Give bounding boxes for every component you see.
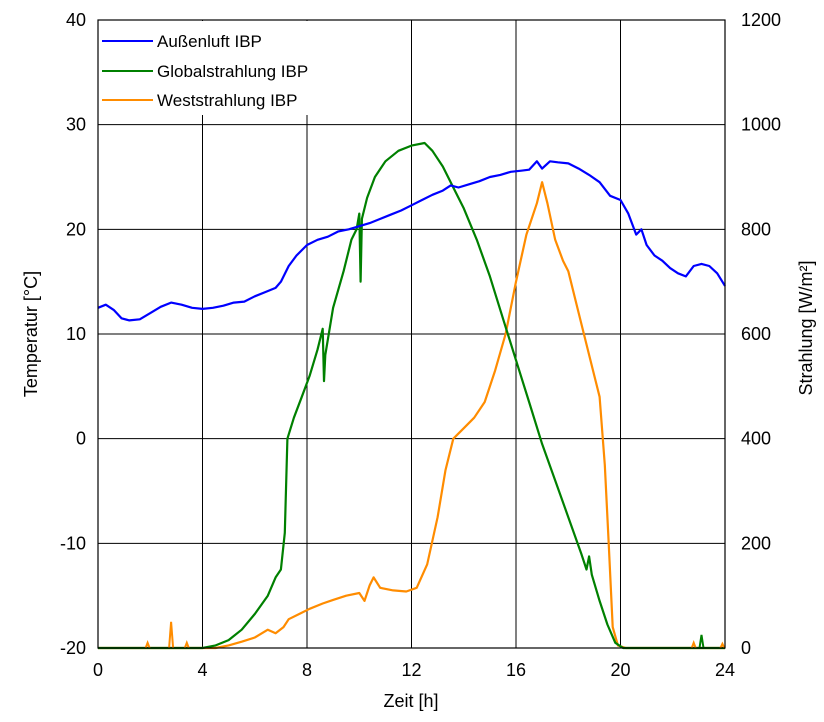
y-left-tick-label: 30	[66, 115, 86, 135]
y-left-tick-label: -10	[60, 533, 86, 553]
y-axis-left-title: Temperatur [°C]	[21, 271, 41, 397]
plot-frame	[97, 19, 726, 649]
y-left-tick-label: 20	[66, 219, 86, 239]
tick-labels: 0 4 8 12 16 20 24-20-1001020304002004006008001…	[60, 10, 781, 680]
x-tick-label: 0	[93, 660, 103, 680]
y-right-tick-label: 0	[741, 638, 751, 658]
x-tick-label: 16	[506, 660, 526, 680]
x-tick-label: 8	[302, 660, 312, 680]
grid-lines	[98, 20, 725, 648]
y-left-tick-label: 40	[66, 10, 86, 30]
y-right-tick-label: 400	[741, 429, 771, 449]
legend-label-globalstrahlung: Globalstrahlung IBP	[157, 62, 308, 81]
x-tick-label: 24	[715, 660, 735, 680]
y-axis-right-title: Strahlung [W/m²]	[796, 260, 816, 395]
series-line-2	[98, 181, 725, 650]
series-spike	[144, 640, 151, 649]
x-tick-label: 20	[610, 660, 630, 680]
series-spike	[719, 641, 726, 649]
series-line-0	[97, 160, 726, 322]
y-right-tick-label: 1000	[741, 115, 781, 135]
y-left-tick-label: 0	[76, 429, 86, 449]
y-left-tick-label: -20	[60, 638, 86, 658]
y-left-tick-label: 10	[66, 324, 86, 344]
series-spike	[183, 640, 190, 649]
y-right-tick-label: 1200	[741, 10, 781, 30]
y-right-tick-label: 200	[741, 533, 771, 553]
series-layer	[97, 141, 726, 650]
x-tick-label: 12	[401, 660, 421, 680]
y-right-tick-label: 800	[741, 219, 771, 239]
series-spike	[690, 640, 697, 649]
legend-label-weststrahlung: Weststrahlung IBP	[157, 91, 297, 110]
y-right-tick-label: 600	[741, 324, 771, 344]
series-spike	[698, 634, 705, 649]
x-axis-title: Zeit [h]	[383, 691, 438, 711]
series-line-1	[98, 141, 725, 650]
legend-label-aussenluft: Außenluft IBP	[157, 32, 262, 51]
x-tick-label: 4	[197, 660, 207, 680]
series-spike	[168, 621, 175, 649]
legend: Außenluft IBP Globalstrahlung IBP Westst…	[99, 21, 367, 115]
